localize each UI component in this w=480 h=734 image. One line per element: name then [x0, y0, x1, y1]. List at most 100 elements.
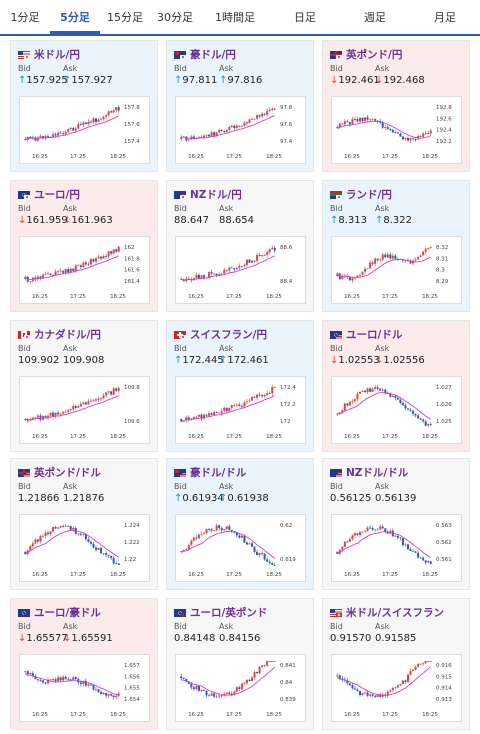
currency-pair-title[interactable]: ユーロ/英ポンド	[174, 605, 267, 620]
candle-body	[64, 525, 67, 527]
candle-body	[72, 677, 75, 680]
candle-body	[240, 265, 243, 267]
currency-card[interactable]: ランド/円 Bid Ask ↑8.313 ↑8.322 8.32 8.31 8.3 8.29 16…	[322, 180, 470, 312]
y-tick-label: 0.619	[280, 557, 296, 563]
candlestick-chart[interactable]: 192.8 192.6 192.4 192.2 16:25 17:25 18:25	[331, 96, 462, 164]
tab-6[interactable]: 週足	[364, 11, 386, 24]
candle-body	[419, 557, 422, 559]
currency-pair-title[interactable]: ユーロ/ドル	[330, 327, 402, 342]
arrow-down-icon: ↓	[18, 633, 27, 644]
candlestick-chart[interactable]: 157.8 157.6 157.4 16:25 17:25 18:25	[19, 96, 150, 164]
arrow-down-icon: ↓	[330, 75, 339, 86]
currency-pair-title[interactable]: 英ポンド/円	[330, 47, 402, 62]
tab-4[interactable]: 1時間足	[215, 11, 255, 24]
currency-card[interactable]: NZドル/ドル Bid Ask 0.56125 0.56139 0.563 0.562 0.5…	[322, 458, 470, 590]
ask-label: Ask	[63, 64, 78, 73]
currency-pair-title[interactable]: カナダドル/円	[18, 327, 101, 342]
tab-2[interactable]: 15分足	[107, 11, 143, 24]
candle-body	[381, 254, 384, 260]
currency-pair-title[interactable]: 豪ドル/ドル	[174, 465, 246, 480]
currency-card[interactable]: 豪ドル/円 Bid Ask ↑97.811 ↑97.816 97.8 97.6 97.4 16:…	[166, 40, 314, 172]
tab-5[interactable]: 日足	[294, 11, 316, 24]
currency-card[interactable]: 英ポンド/円 Bid Ask ↓192.461 ↓192.468 192.8 192.6 19…	[322, 40, 470, 172]
candle-body	[346, 403, 349, 406]
candlestick-chart[interactable]: 0.916 0.915 0.914 0.913 16:25 17:25 18:25	[331, 654, 462, 722]
ask-price: 157.927	[71, 75, 113, 86]
x-tick-label: 18:25	[422, 434, 438, 440]
tab-0[interactable]: 1分足	[10, 11, 40, 24]
candlestick-chart[interactable]: 162 161.8 161.6 161.4 16:25 17:25 18:25	[19, 236, 150, 304]
us-jp-flag-icon	[18, 50, 30, 59]
currency-card[interactable]: 米ドル/円 Bid Ask ↑157.925 ↑157.927 157.8 157.6 157…	[10, 40, 158, 172]
candlestick-chart[interactable]: 88.6 88.4 16:25 17:25 18:25	[175, 236, 306, 304]
candlestick-chart[interactable]: 109.8 109.6 16:25 17:25 18:25	[19, 376, 150, 444]
candle-body	[273, 386, 276, 388]
candlestick-chart[interactable]: 0.563 0.562 0.561 16:25 17:25 18:25	[331, 514, 462, 582]
currency-card[interactable]: 英ポンド/ドル Bid Ask 1.21866 1.21876 1.224 1.222 1.2…	[10, 458, 158, 590]
x-tick-label: 17:25	[382, 712, 398, 718]
currency-pair-title[interactable]: スイスフラン/円	[174, 327, 267, 342]
candle-body	[384, 528, 387, 532]
candle-body	[364, 531, 367, 533]
candle-body	[200, 533, 203, 535]
bid-price: 109.902	[18, 355, 60, 366]
candlestick-chart[interactable]: 1.027 1.026 1.025 16:25 17:25 18:25	[331, 376, 462, 444]
x-tick-label: 16:25	[188, 434, 204, 440]
currency-card[interactable]: ユーロ/ドル Bid Ask ↓1.02553 ↓1.02556 1.027 1.026 1.…	[322, 320, 470, 452]
bid-value: ↑172.445	[174, 355, 224, 366]
candle-body	[105, 115, 108, 117]
candle-body	[218, 274, 221, 276]
candle-body	[396, 132, 399, 134]
candle-body	[82, 534, 85, 535]
y-tick-label: 1.026	[436, 402, 452, 408]
candlestick-chart[interactable]: 0.841 0.84 0.839 16:25 17:25 18:25	[175, 654, 306, 722]
tab-3[interactable]: 30分足	[157, 11, 193, 24]
candle-body	[235, 125, 238, 129]
candle-body	[205, 690, 208, 696]
currency-pair-title[interactable]: 英ポンド/ドル	[18, 465, 101, 480]
candlestick-chart[interactable]: 1.657 1.656 1.655 1.654 16:25 17:25 18:25	[19, 654, 150, 722]
currency-card[interactable]: 米ドル/スイスフラン Bid Ask 0.91570 0.91585 0.916 0.915…	[322, 598, 470, 730]
currency-card[interactable]: ユーロ/英ポンド Bid Ask 0.84148 0.84156 0.841 0.84 0.8…	[166, 598, 314, 730]
candlestick-chart[interactable]: 172.4 172.2 172 16:25 17:25 18:25	[175, 376, 306, 444]
candle-body	[371, 388, 374, 392]
currency-pair-title[interactable]: 米ドル/スイスフラン	[330, 605, 444, 620]
currency-card[interactable]: ユーロ/円 Bid Ask ↓161.959 ↓161.963 162 161.8 161.6…	[10, 180, 158, 312]
bid-price: 192.461	[338, 75, 380, 86]
currency-card[interactable]: スイスフラン/円 Bid Ask ↑172.445 ↑172.461 172.4 172.2…	[166, 320, 314, 452]
candle-body	[346, 541, 349, 543]
candle-body	[69, 127, 72, 130]
currency-card[interactable]: NZドル/円 Bid Ask 88.647 88.654 88.6 88.4 16:25 17:…	[166, 180, 314, 312]
candle-body	[107, 391, 110, 393]
candlestick-chart[interactable]: 97.8 97.6 97.4 16:25 17:25 18:25	[175, 96, 306, 164]
candle-body	[429, 247, 432, 249]
currency-card[interactable]: 豪ドル/ドル Bid Ask ↑0.61934 ↑0.61938 0.62 0.619 16:…	[166, 458, 314, 590]
currency-pair-title[interactable]: ユーロ/豪ドル	[18, 605, 101, 620]
candle-body	[112, 249, 115, 254]
candle-body	[67, 525, 70, 527]
candle-body	[414, 413, 417, 416]
currency-pair-title[interactable]: NZドル/円	[174, 187, 242, 202]
candle-body	[369, 527, 372, 529]
currency-pair-title[interactable]: 豪ドル/円	[174, 47, 236, 62]
tab-1[interactable]: 5分足	[50, 0, 100, 34]
currency-pair-title[interactable]: ランド/円	[330, 187, 392, 202]
currency-card[interactable]: カナダドル/円 Bid Ask 109.902 109.908 109.8 109.6 16:…	[10, 320, 158, 452]
candle-body	[112, 695, 115, 698]
currency-pair-title[interactable]: 米ドル/円	[18, 47, 80, 62]
candlestick-chart[interactable]: 0.62 0.619 16:25 17:25 18:25	[175, 514, 306, 582]
bid-label: Bid	[174, 204, 187, 213]
candle-body	[346, 121, 349, 123]
candlestick-chart[interactable]: 1.224 1.222 1.22 16:25 17:25 18:25	[19, 514, 150, 582]
currency-pair-name: ユーロ/豪ドル	[34, 607, 101, 619]
currency-pair-title[interactable]: ユーロ/円	[18, 187, 80, 202]
candle-body	[251, 677, 253, 681]
candle-body	[29, 673, 32, 675]
candle-body	[381, 694, 384, 697]
currency-card[interactable]: ユーロ/豪ドル Bid Ask ↓1.65577 ↓1.65591 1.657 1.656 1…	[10, 598, 158, 730]
tab-7[interactable]: 月足	[434, 11, 456, 24]
candle-body	[84, 534, 87, 540]
currency-pair-title[interactable]: NZドル/ドル	[330, 465, 408, 480]
candle-body	[374, 258, 377, 264]
candlestick-chart[interactable]: 8.32 8.31 8.3 8.29 16:25 17:25 18:25	[331, 236, 462, 304]
